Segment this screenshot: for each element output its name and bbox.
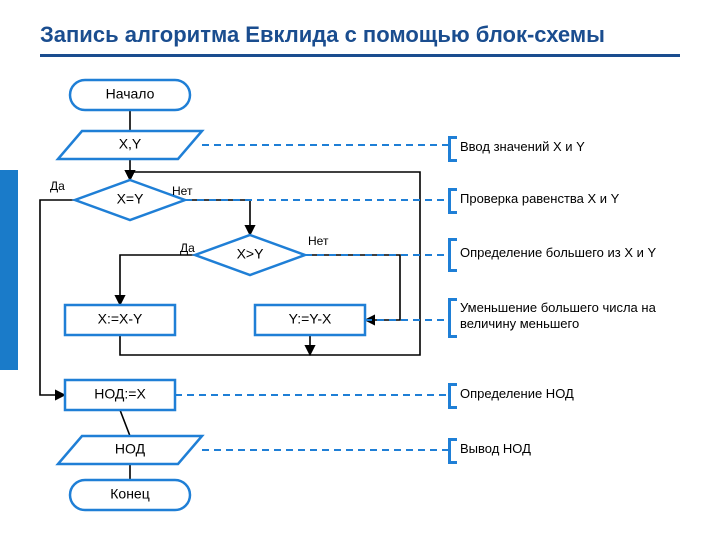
svg-text:X>Y: X>Y [237,246,265,262]
desc-text: Уменьшение большего числа на величину ме… [460,296,700,336]
desc-text: Вывод НОД [460,436,700,462]
svg-text:Начало: Начало [106,86,155,102]
desc-text: Определение большего из X и Y [460,236,700,270]
desc-bracket [448,298,457,338]
svg-text:Конец: Конец [110,486,149,502]
svg-text:НОД: НОД [115,441,146,457]
desc-text: Ввод значений X и Y [460,134,700,160]
svg-text:Y:=Y-X: Y:=Y-X [289,311,332,327]
svg-text:X=Y: X=Y [117,191,145,207]
desc-bracket [448,383,457,409]
desc-bracket [448,188,457,214]
svg-text:Нет: Нет [172,184,193,198]
svg-text:X,Y: X,Y [119,136,142,152]
desc-text: Проверка равенства X и Y [460,186,700,212]
svg-text:X:=X-Y: X:=X-Y [98,311,143,327]
svg-text:НОД:=X: НОД:=X [94,386,146,402]
svg-text:Да: Да [180,241,195,255]
desc-bracket [448,438,457,464]
svg-text:Нет: Нет [308,234,329,248]
desc-bracket [448,136,457,162]
desc-bracket [448,238,457,272]
desc-text: Определение НОД [460,381,700,407]
svg-text:Да: Да [50,179,65,193]
